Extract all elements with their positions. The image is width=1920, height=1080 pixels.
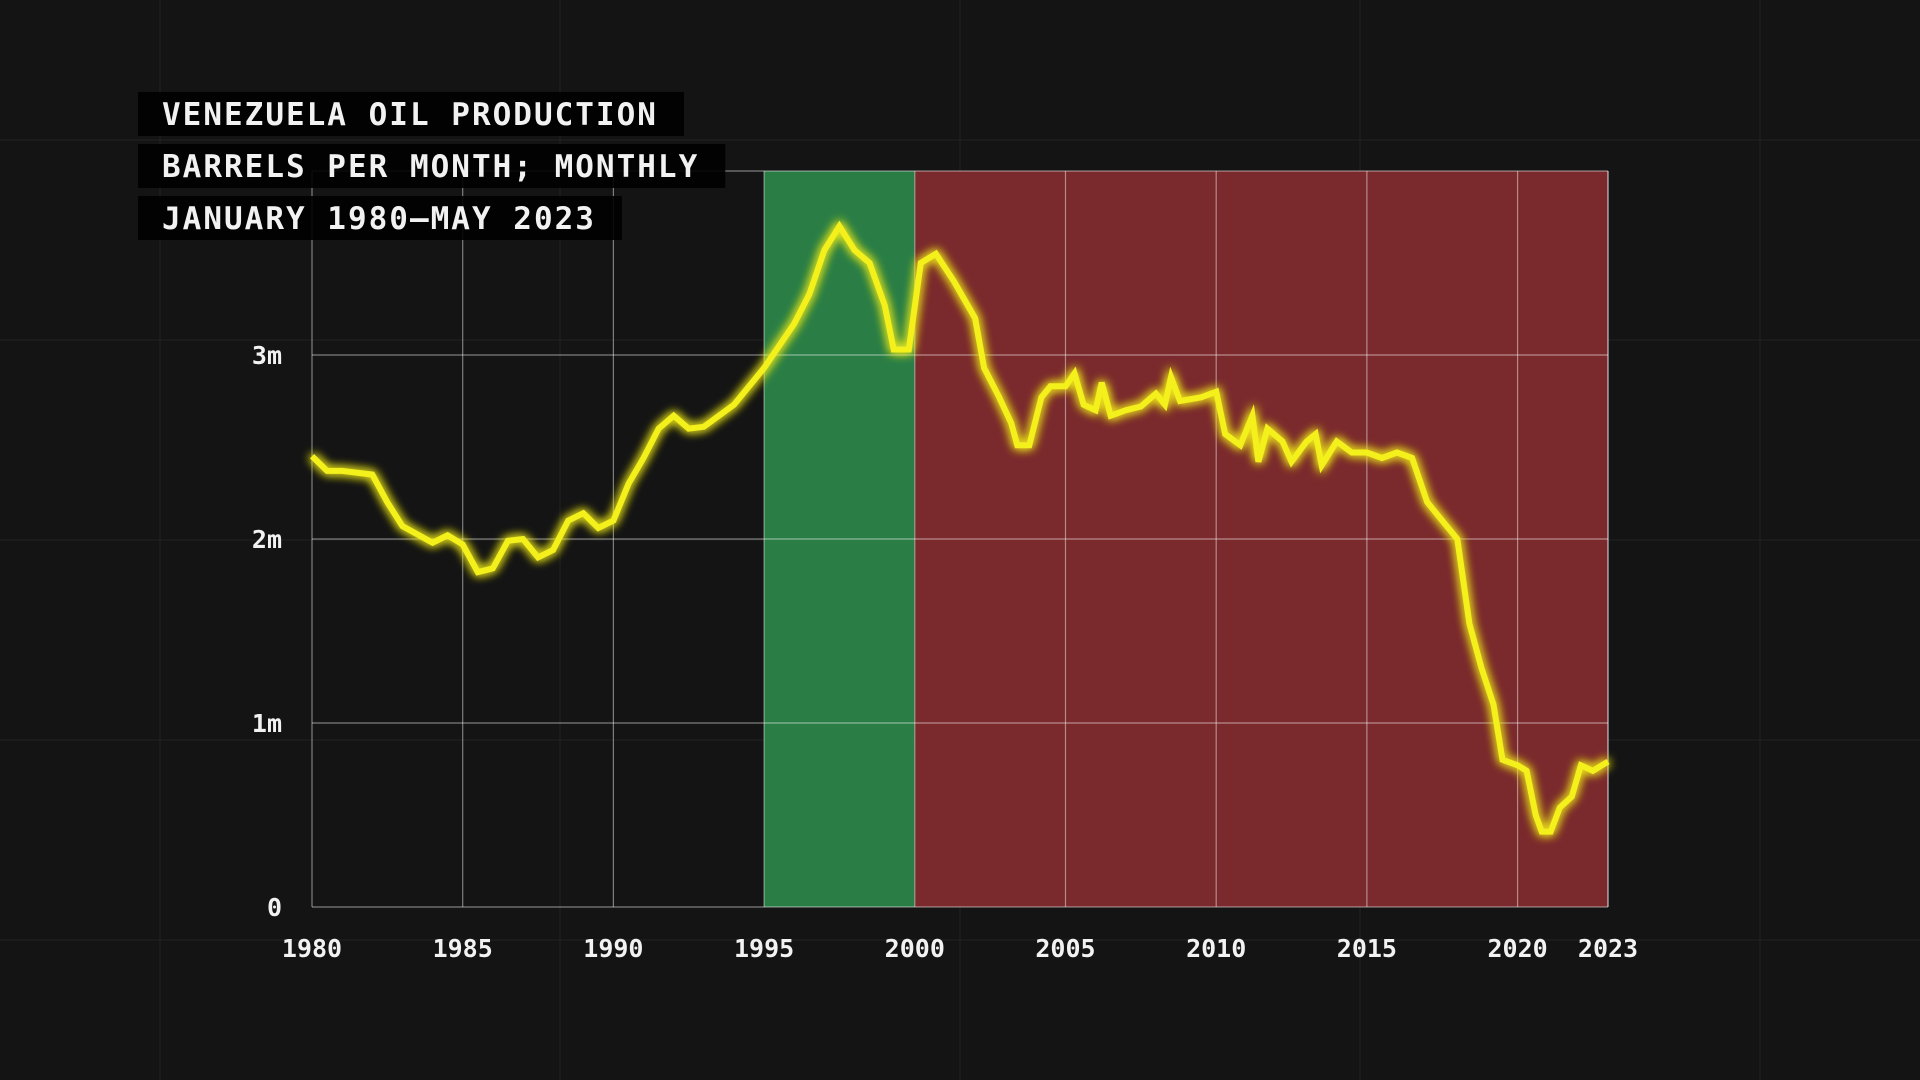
x-tick-label: 2005 xyxy=(1035,934,1095,963)
shaded-band xyxy=(914,171,1608,907)
y-tick-label: 2m xyxy=(252,525,282,554)
header-box xyxy=(138,144,726,188)
subtitle: JANUARY 1980–MAY 2023 xyxy=(162,201,596,237)
x-tick-label: 1980 xyxy=(282,934,342,963)
header-box xyxy=(138,92,684,136)
shaded-band xyxy=(764,171,915,907)
x-tick-label: 2010 xyxy=(1186,934,1246,963)
x-tick-label: 1990 xyxy=(583,934,643,963)
x-tick-label: 2023 xyxy=(1578,934,1638,963)
header: VENEZUELA OIL PRODUCTION BARRELS PER MONT… xyxy=(138,92,726,240)
y-tick-label: 0 xyxy=(267,893,282,922)
x-tick-label: 1995 xyxy=(734,934,794,963)
title: VENEZUELA OIL PRODUCTION xyxy=(162,97,658,133)
x-tick-label: 2015 xyxy=(1337,934,1397,963)
x-tick-label: 2000 xyxy=(885,934,945,963)
plot-area: 0 1m 2m 3m 1980 1985 1990 1995 2000 2005 2010 2015 2… xyxy=(252,170,1638,963)
x-tick-label: 1985 xyxy=(433,934,493,963)
x-tick-label: 2020 xyxy=(1487,934,1547,963)
data-line xyxy=(309,220,1610,835)
y-tick-label: 3m xyxy=(252,341,282,370)
header-box xyxy=(138,196,622,240)
y-tick-label: 1m xyxy=(252,709,282,738)
subtitle: BARRELS PER MONTH; MONTHLY xyxy=(162,149,699,185)
